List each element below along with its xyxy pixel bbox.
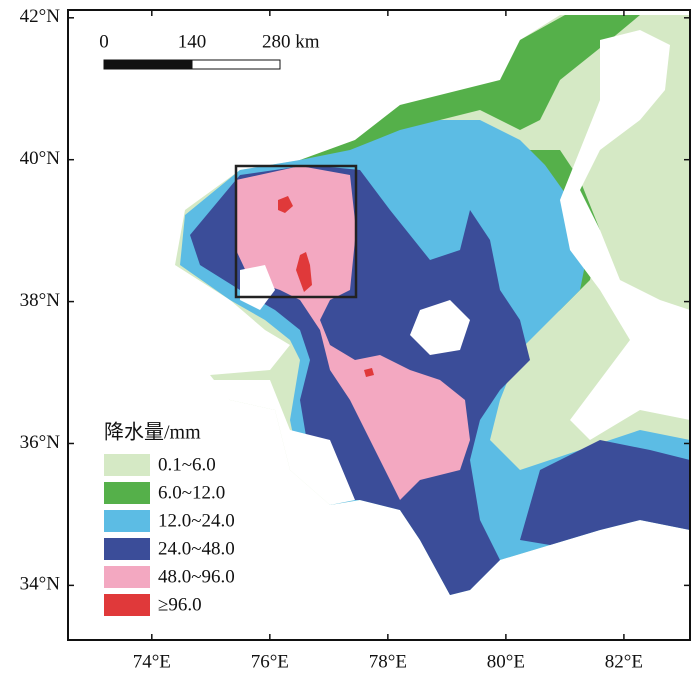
- scale-label: 140: [178, 31, 207, 52]
- region: [520, 440, 690, 545]
- frame: [67, 9, 691, 641]
- y-tick-label: 34°N: [20, 574, 61, 595]
- legend-label: 48.0~96.0: [158, 566, 235, 587]
- no-data: [210, 380, 355, 505]
- legend-label: ≥96.0: [158, 594, 202, 615]
- scale-label: 280 km: [262, 31, 320, 52]
- legend-label: 6.0~12.0: [158, 482, 225, 503]
- no-data: [240, 265, 275, 310]
- no-data: [560, 30, 690, 440]
- legend-label: 24.0~48.0: [158, 538, 235, 559]
- x-tick-label: 80°E: [487, 651, 525, 672]
- y-tick-label: 40°N: [20, 148, 61, 169]
- x-tick-label: 76°E: [251, 651, 289, 672]
- scale-bar-white: [191, 59, 281, 70]
- legend-swatch: [104, 482, 150, 504]
- no-data: [410, 300, 470, 355]
- y-tick-label: 42°N: [20, 6, 61, 27]
- y-tick-label: 36°N: [20, 432, 61, 453]
- x-tick-label: 78°E: [369, 651, 407, 672]
- x-tick-label: 74°E: [133, 651, 171, 672]
- region: [364, 368, 374, 377]
- legend-swatch: [104, 510, 150, 532]
- region: [296, 252, 312, 292]
- y-tick-label: 38°N: [20, 290, 61, 311]
- x-tick-label: 82°E: [605, 651, 643, 672]
- legend-swatch: [104, 566, 150, 588]
- legend-swatch: [104, 594, 150, 616]
- no-data-areas: [210, 30, 690, 505]
- region: [236, 166, 470, 500]
- scale-bar-black: [103, 59, 193, 70]
- scale-bar: 0 140 280 km: [99, 31, 320, 70]
- scale-label: 0: [99, 31, 109, 52]
- inset-box: [234, 164, 358, 299]
- legend-swatch: [104, 454, 150, 476]
- legend-swatch: [104, 538, 150, 560]
- region: [278, 196, 293, 213]
- legend-label: 0.1~6.0: [158, 454, 216, 475]
- legend-label: 12.0~24.0: [158, 510, 235, 531]
- legend-title: 降水量/mm: [104, 421, 201, 444]
